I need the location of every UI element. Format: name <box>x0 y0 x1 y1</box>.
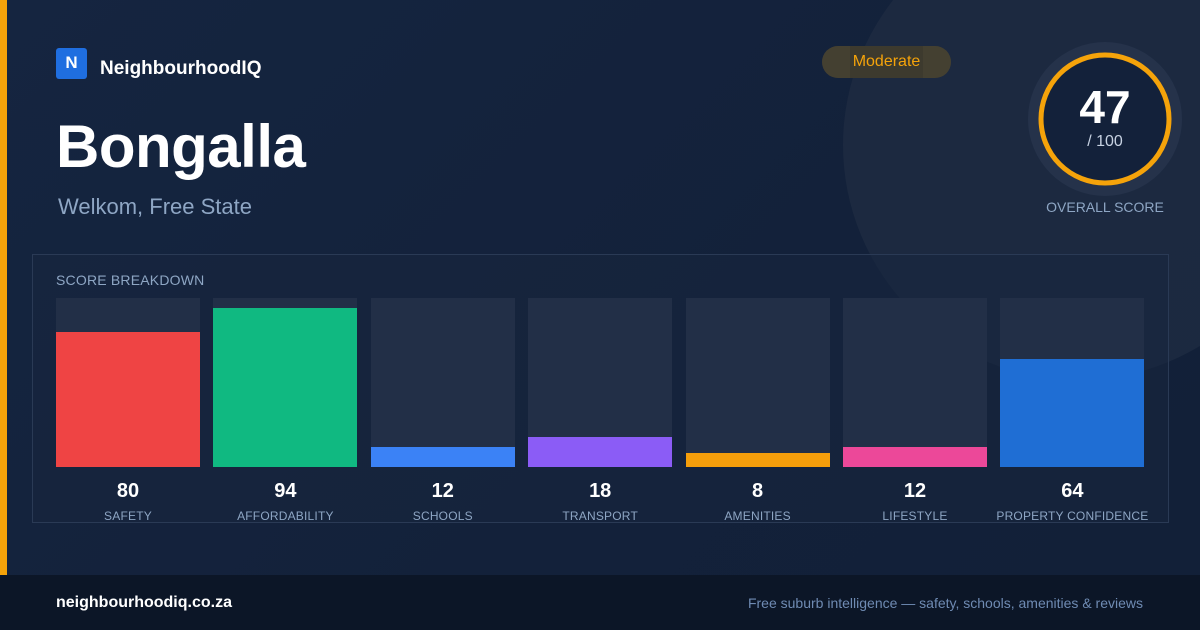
rating-badge-label: Moderate <box>852 53 921 70</box>
brand[interactable]: N NeighbourhoodIQ <box>56 46 261 80</box>
score-bar-track <box>685 298 830 467</box>
score-bar-fill <box>843 447 987 467</box>
score-bar-track <box>528 298 673 467</box>
score-bar-label: SAFETY <box>104 509 152 523</box>
score-bar-label: LIFESTYLE <box>882 509 948 523</box>
score-bar-label: PROPERTY CONFIDENCE <box>996 509 1149 523</box>
score-bar-fill <box>56 332 200 467</box>
score-bar-value: 12 <box>431 480 454 502</box>
score-bar-value: 94 <box>274 480 297 502</box>
brand-logo-icon: N <box>56 47 87 79</box>
score-bar-track <box>213 298 358 467</box>
score-bar-value: 8 <box>752 480 764 502</box>
suburb-title: Bongalla <box>56 113 306 180</box>
rating-badge: Moderate <box>822 46 951 78</box>
footer-tagline: Free suburb intelligence — safety, schoo… <box>747 595 1143 611</box>
score-bar-value: 18 <box>589 480 612 502</box>
score-bar-fill <box>370 447 515 467</box>
score-bar-track <box>56 298 200 467</box>
score-bar-label: SCHOOLS <box>412 509 473 523</box>
score-bar-value: 64 <box>1061 480 1084 502</box>
score-bars: 80 SAFETY 94 AFFORDABILITY 12 SCHOOLS 18 TRANSP… <box>33 255 1170 524</box>
overall-score-max: / 100 <box>1087 133 1123 150</box>
score-bar-fill <box>528 437 673 467</box>
score-bar-fill <box>685 453 830 467</box>
score-ring-icon <box>1028 42 1182 196</box>
accent-stripe <box>0 0 7 575</box>
overall-score-value: 47 <box>1079 81 1131 133</box>
score-bar-label: AMENITIES <box>724 509 791 523</box>
score-bar-fill <box>1000 359 1145 467</box>
score-bar-label: AFFORDABILITY <box>237 509 334 523</box>
brand-name: NeighbourhoodIQ <box>100 58 262 79</box>
score-bar-label: TRANSPORT <box>562 509 638 523</box>
score-bar-track <box>843 298 987 467</box>
overall-score-gauge: 47 / 100 <box>1028 42 1182 196</box>
overall-score-caption: OVERALL SCORE <box>1046 199 1164 215</box>
footer: neighbourhoodiq.co.za Free suburb intell… <box>0 575 1200 630</box>
score-bar-fill <box>213 308 358 467</box>
score-bar-value: 80 <box>116 480 140 502</box>
score-ring-arc <box>1038 52 1172 186</box>
footer-url-link[interactable]: neighbourhoodiq.co.za <box>56 594 232 611</box>
score-breakdown-panel: SCORE BREAKDOWN 80 SAFETY 94 AFFORDABILITY 1… <box>32 254 1169 523</box>
suburb-location: Welkom, Free State <box>58 194 252 219</box>
share-card: N NeighbourhoodIQ Bongalla Welkom, Free … <box>0 0 1200 575</box>
score-breakdown-title: SCORE BREAKDOWN <box>56 272 205 288</box>
score-bar-track <box>370 298 515 467</box>
score-bar-track <box>1000 298 1145 467</box>
score-bar-value: 12 <box>903 480 927 502</box>
